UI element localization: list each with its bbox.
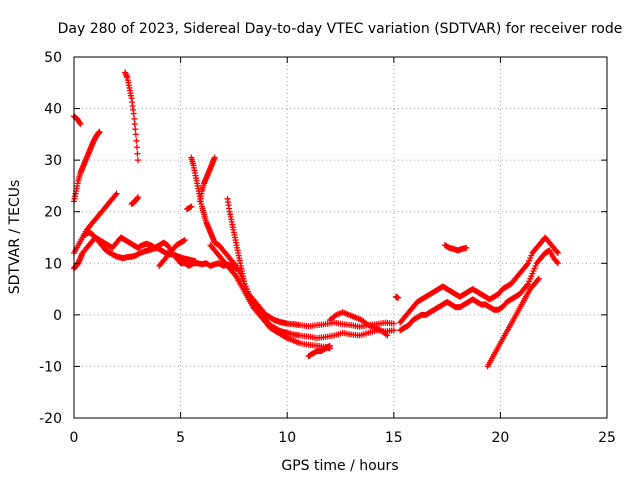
y-tick-label: -20 <box>39 411 62 427</box>
series-arc-n <box>305 342 333 360</box>
data-point <box>134 194 141 201</box>
series-arc-p <box>392 293 402 301</box>
data-point <box>134 150 141 157</box>
data-point <box>134 157 141 164</box>
data-points <box>71 69 561 370</box>
data-point <box>133 137 140 144</box>
x-tick-label: 5 <box>176 430 185 446</box>
data-point <box>390 327 397 334</box>
data-point <box>131 121 138 128</box>
x-axis-label: GPS time / hours <box>281 458 398 474</box>
data-point <box>113 190 120 197</box>
data-point <box>554 249 561 256</box>
data-point <box>524 282 531 289</box>
x-tick-label: 25 <box>598 430 616 446</box>
data-point <box>326 342 333 349</box>
data-point <box>96 128 103 135</box>
series-arc-r <box>397 234 561 326</box>
data-point <box>524 261 531 268</box>
y-tick-label: -10 <box>39 359 62 375</box>
series-arc-q <box>397 247 561 334</box>
series-arc-i <box>183 203 195 213</box>
series-arc-g <box>128 194 141 207</box>
data-point <box>534 277 541 284</box>
data-point <box>132 126 139 133</box>
series-arc-e <box>81 229 199 265</box>
y-tick-label: 50 <box>44 50 62 66</box>
y-tick-labels: -20 -10 0 10 20 30 40 50 <box>39 50 62 427</box>
data-point <box>231 271 238 278</box>
y-tick-label: 20 <box>44 205 62 221</box>
y-tick-label: 40 <box>44 102 62 118</box>
series-arc-s <box>441 242 470 254</box>
x-tick-label: 20 <box>491 430 509 446</box>
data-point <box>77 121 84 128</box>
data-point <box>535 275 542 282</box>
y-axis-label: SDTVAR / TECUs <box>7 180 23 295</box>
series-arc-f <box>122 69 141 164</box>
series-arc-b <box>71 190 120 256</box>
data-point <box>192 258 199 265</box>
chart-title: Day 280 of 2023, Sidereal Day-to-day VTE… <box>58 21 623 37</box>
data-point <box>553 258 560 265</box>
series-arc-m <box>207 242 333 352</box>
data-point <box>390 320 397 327</box>
data-point <box>231 261 238 268</box>
data-point <box>132 131 139 138</box>
data-point <box>76 119 83 126</box>
data-point <box>133 144 140 151</box>
x-tick-label: 0 <box>70 430 79 446</box>
data-point <box>554 260 561 267</box>
data-point <box>188 203 195 210</box>
series-arc-h <box>156 237 188 269</box>
y-tick-label: 10 <box>44 256 62 272</box>
y-tick-label: 0 <box>53 308 62 324</box>
data-point <box>384 332 391 339</box>
series-arc-o <box>326 309 391 339</box>
plot-frame <box>73 56 608 419</box>
y-tick-label: 30 <box>44 153 62 169</box>
data-point <box>181 237 188 244</box>
data-point <box>130 110 137 117</box>
data-point <box>395 294 402 301</box>
data-point <box>131 115 138 122</box>
axis-ticks <box>73 56 608 419</box>
x-tick-label: 15 <box>385 430 403 446</box>
data-point <box>211 154 218 161</box>
x-tick-label: 10 <box>278 430 296 446</box>
x-tick-labels: 0 5 10 15 20 25 <box>70 430 616 446</box>
data-point <box>112 191 119 198</box>
data-point <box>463 244 470 251</box>
data-point <box>553 248 560 255</box>
series-arc-t <box>484 275 542 370</box>
